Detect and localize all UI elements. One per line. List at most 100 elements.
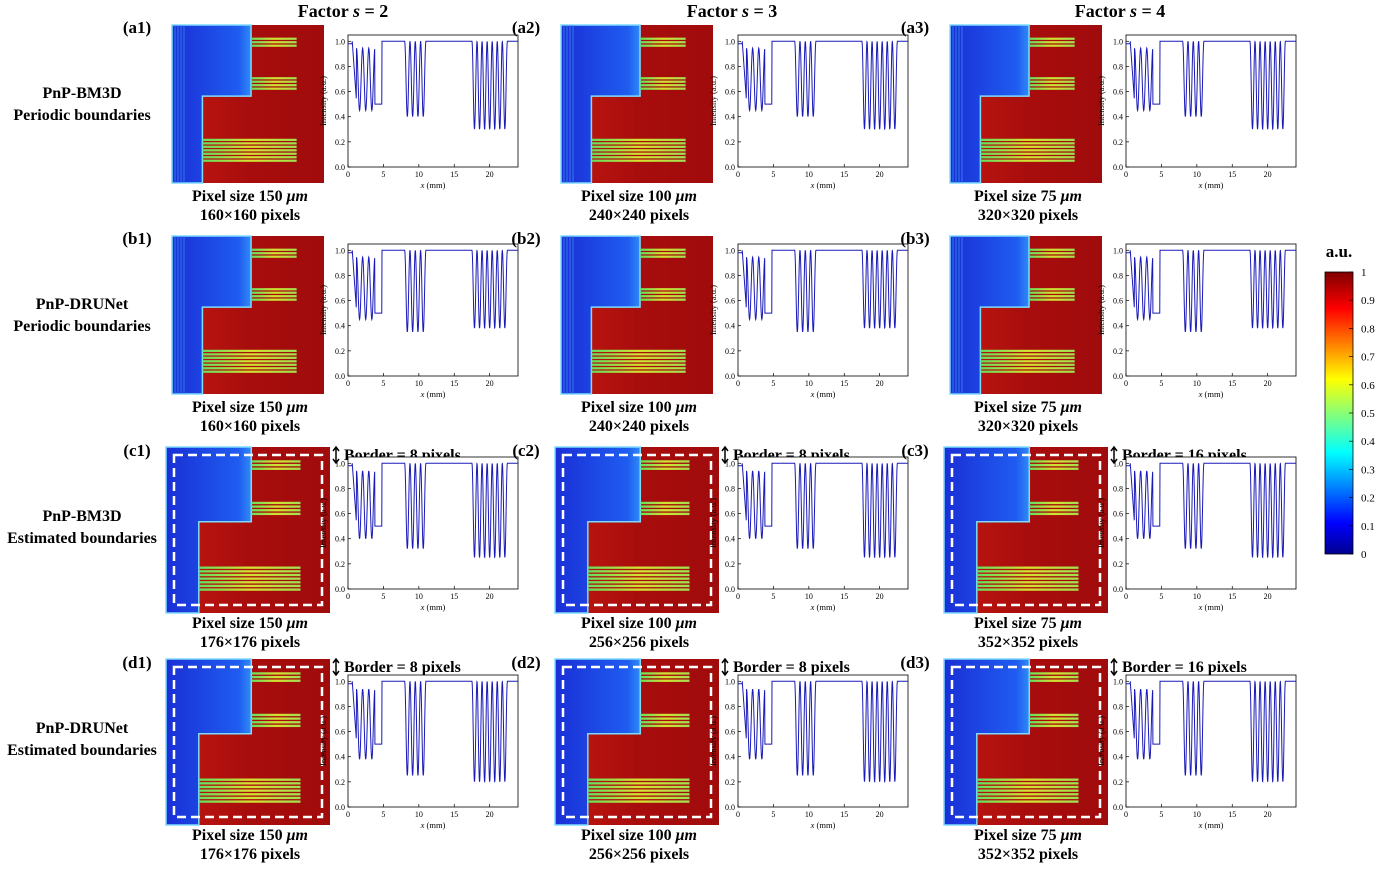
plot-frame <box>1125 456 1297 590</box>
y-tick-label: 0.2 <box>725 347 735 356</box>
map-stripe <box>198 581 301 584</box>
map-stripe <box>640 501 690 505</box>
x-tick-label: 5 <box>1159 592 1163 601</box>
x-tick-label: 10 <box>415 592 423 601</box>
map-stripe <box>1029 672 1079 675</box>
x-tick-label: 20 <box>486 592 494 601</box>
pixel-size-caption: Pixel size 100 μm <box>581 827 697 844</box>
pixel-count-caption: 320×320 pixels <box>978 207 1078 224</box>
map-stripe <box>1029 80 1075 83</box>
map-stripe <box>251 467 301 470</box>
intensity-profile <box>1126 462 1296 559</box>
map-stripe <box>198 778 301 781</box>
pixel-size-caption: Pixel size 100 μm <box>581 615 697 632</box>
map-blue-region <box>555 659 641 825</box>
border-label: Border = 16 pixels <box>1122 659 1247 676</box>
panel: (d2) Pixel size 100 μm 256×256 pixels Borde… <box>511 653 909 863</box>
map-stripe <box>591 349 686 352</box>
map-stripe <box>976 778 1079 781</box>
map-stripe <box>251 724 301 728</box>
map-stripe <box>198 570 301 573</box>
row-boundary-label: Estimated boundaries <box>7 530 157 547</box>
map-stripe <box>976 789 1079 792</box>
panel-label: (d3) <box>900 653 929 672</box>
border-arrow-icon <box>332 657 340 677</box>
x-tick-label: 15 <box>840 592 848 601</box>
map-blue-region <box>944 659 1030 825</box>
map-stripe <box>640 37 686 40</box>
colorbar-tick-label: 0.4 <box>1361 436 1375 448</box>
panel: (b1) Pixel size 150 μm 160×160 pixels 0.0 0.… <box>122 229 519 435</box>
map-stripe <box>587 573 690 577</box>
map-stripe <box>976 566 1079 569</box>
map-stripe <box>202 159 297 162</box>
y-tick-label: 1.0 <box>335 37 345 46</box>
map-stripe <box>591 145 686 148</box>
map-stripe <box>251 248 297 251</box>
map-stripe <box>591 156 686 159</box>
y-tick-label: 1.0 <box>1113 37 1123 46</box>
map-stripe <box>202 370 297 373</box>
y-tick-label: 0.4 <box>335 113 345 122</box>
plot-frame <box>737 243 909 377</box>
colorbar-tick-label: 0.5 <box>1361 408 1375 420</box>
plot-frame <box>347 674 519 808</box>
y-axis-label: Intensity (a.u.) <box>318 498 328 548</box>
map-stripe <box>1029 463 1079 467</box>
map-stripe <box>587 588 690 591</box>
y-tick-label: 0.4 <box>725 113 735 122</box>
colorbar-tick-label: 0.8 <box>1361 323 1375 335</box>
colorbar-tick-label: 0.3 <box>1361 464 1375 476</box>
pixel-size-caption: Pixel size 75 μm <box>974 188 1082 205</box>
x-tick-label: 20 <box>1264 810 1272 819</box>
x-tick-label: 5 <box>771 379 775 388</box>
map-edge <box>171 24 252 184</box>
y-tick-label: 0.4 <box>1113 535 1123 544</box>
x-tick-label: 10 <box>415 379 423 388</box>
y-tick-label: 0.0 <box>725 585 735 594</box>
y-tick-label: 0.6 <box>1113 510 1123 519</box>
x-tick-label: 0 <box>1124 379 1128 388</box>
map-stripe <box>198 566 301 569</box>
colorbar-tick-label: 0 <box>1361 549 1367 561</box>
intensity-profile <box>348 462 518 559</box>
x-axis-label: x (mm) <box>420 389 446 399</box>
y-tick-label: 0.8 <box>1113 62 1123 71</box>
map-stripe <box>251 288 297 291</box>
map-stripe <box>251 509 301 512</box>
pixel-size-caption: Pixel size 75 μm <box>974 615 1082 632</box>
map-blue-region <box>950 25 1030 183</box>
map-stripe <box>587 566 690 569</box>
intensity-profile <box>738 249 908 333</box>
map-stripe <box>202 156 297 159</box>
map-stripe <box>251 679 301 682</box>
pixel-count-caption: 160×160 pixels <box>200 207 300 224</box>
map-edge <box>560 24 641 184</box>
map-stripe <box>198 584 301 588</box>
row-method-label: PnP-DRUNet <box>36 720 129 737</box>
map-stripe <box>591 360 686 363</box>
pixel-count-caption: 240×240 pixels <box>589 207 689 224</box>
estimated-border-box <box>172 665 324 819</box>
map-stripe <box>251 512 301 516</box>
intensity-profile <box>348 680 518 783</box>
y-tick-label: 0.0 <box>1113 803 1123 812</box>
map-blue-region <box>172 25 252 183</box>
map-stripe <box>640 721 690 724</box>
map-stripe <box>591 159 686 162</box>
map-stripe <box>980 360 1075 363</box>
map-stripe <box>640 87 686 90</box>
map-stripe <box>976 793 1079 796</box>
map-stripe <box>640 295 686 298</box>
x-tick-label: 15 <box>450 379 458 388</box>
map-stripe <box>1029 512 1079 516</box>
panel: (d3) Pixel size 75 μm 352×352 pixels Border… <box>900 653 1297 863</box>
map-stripe <box>640 460 690 463</box>
map-stripe <box>980 353 1075 356</box>
panel: (b2) Pixel size 100 μm 240×240 pixels 0.0 0.… <box>511 229 909 435</box>
y-tick-label: 0.4 <box>1113 322 1123 331</box>
map-blue-region <box>561 236 641 394</box>
x-tick-label: 20 <box>876 592 884 601</box>
map-edge <box>171 235 252 395</box>
